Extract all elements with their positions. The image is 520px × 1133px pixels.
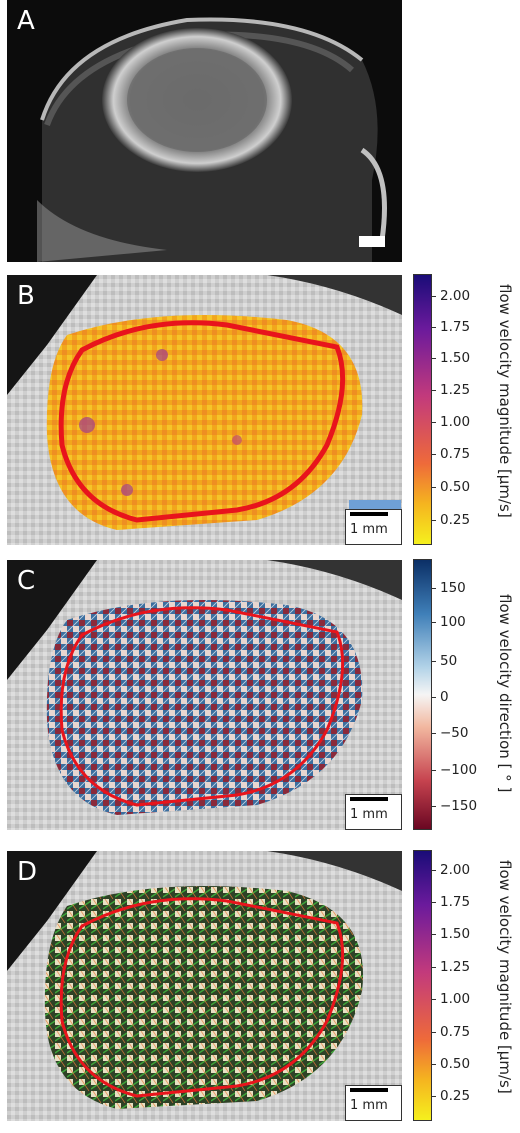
colorbar-b-tick: 1.50	[440, 350, 471, 366]
colorbar-c	[413, 559, 432, 830]
colorbar-b-tick: 1.00	[440, 414, 471, 430]
scale-bar-box-d: 1 mm	[345, 1085, 402, 1121]
colorbar-c-tick: 100	[440, 614, 466, 630]
tumor-outline-b	[58, 320, 346, 523]
tumor-outline-c	[59, 606, 345, 807]
colorbar-d-tick: 1.00	[440, 991, 471, 1007]
panel-c-velocity-direction-map: C 1 mm	[7, 560, 402, 830]
colorbar-b-tick: 0.75	[440, 446, 471, 462]
scale-bar-box-b: 1 mm	[345, 509, 402, 545]
colorbar-b-tick: 1.75	[440, 319, 471, 335]
colorbar-d-tick: 1.75	[440, 894, 471, 910]
scale-bar-a	[359, 236, 385, 247]
colorbar-c-tick: −150	[440, 798, 478, 814]
scale-bar-box-c: 1 mm	[345, 794, 402, 830]
colorbar-b-tick: 0.50	[440, 479, 471, 495]
colorbar-d-tick: 2.00	[440, 862, 471, 878]
scale-bar-b	[350, 512, 388, 516]
colorbar-b-label: flow velocity magnitude [μm/s]	[496, 284, 514, 518]
colorbar-b-tick: 2.00	[440, 288, 471, 304]
scale-bar-label-c: 1 mm	[350, 807, 388, 822]
colorbar-b-tick: 1.25	[440, 382, 471, 398]
colorbar-c-tick: −50	[440, 725, 469, 741]
colorbar-d-tick: 0.75	[440, 1024, 471, 1040]
colorbar-d-tick: 0.50	[440, 1056, 471, 1072]
panel-label-b: B	[17, 281, 35, 311]
colorbar-d	[413, 850, 432, 1121]
tumor-outline-d	[59, 897, 345, 1098]
colorbar-d-label: flow velocity magnitude [μm/s]	[496, 860, 514, 1094]
panel-label-a: A	[17, 6, 35, 36]
panel-label-c: C	[17, 566, 36, 596]
colorbar-d-tick: 0.25	[440, 1088, 471, 1104]
colorbar-c-tick: 150	[440, 580, 466, 596]
colorbar-b	[413, 274, 432, 545]
colorbar-b-tick: 0.25	[440, 512, 471, 528]
scale-bar-label-d: 1 mm	[350, 1098, 388, 1113]
scale-bar-c	[350, 797, 388, 801]
panel-d-velocity-vector-map: D 1 mm	[7, 851, 402, 1121]
scale-bar-label-b: 1 mm	[350, 522, 388, 537]
colorbar-d-tick: 1.25	[440, 959, 471, 975]
colorbar-d-tick: 1.50	[440, 926, 471, 942]
colorbar-c-tick: 50	[440, 653, 458, 669]
panel-label-d: D	[17, 857, 38, 887]
colorbar-c-tick: 0	[440, 689, 449, 705]
colorbar-c-label: flow velocity direction [ ° ]	[496, 594, 514, 793]
panel-b-velocity-magnitude-map: B 1 mm	[7, 275, 402, 545]
scale-bar-d	[350, 1088, 388, 1092]
colorbar-c-tick: −100	[440, 762, 478, 778]
panel-a-mri-image: A	[7, 0, 402, 262]
